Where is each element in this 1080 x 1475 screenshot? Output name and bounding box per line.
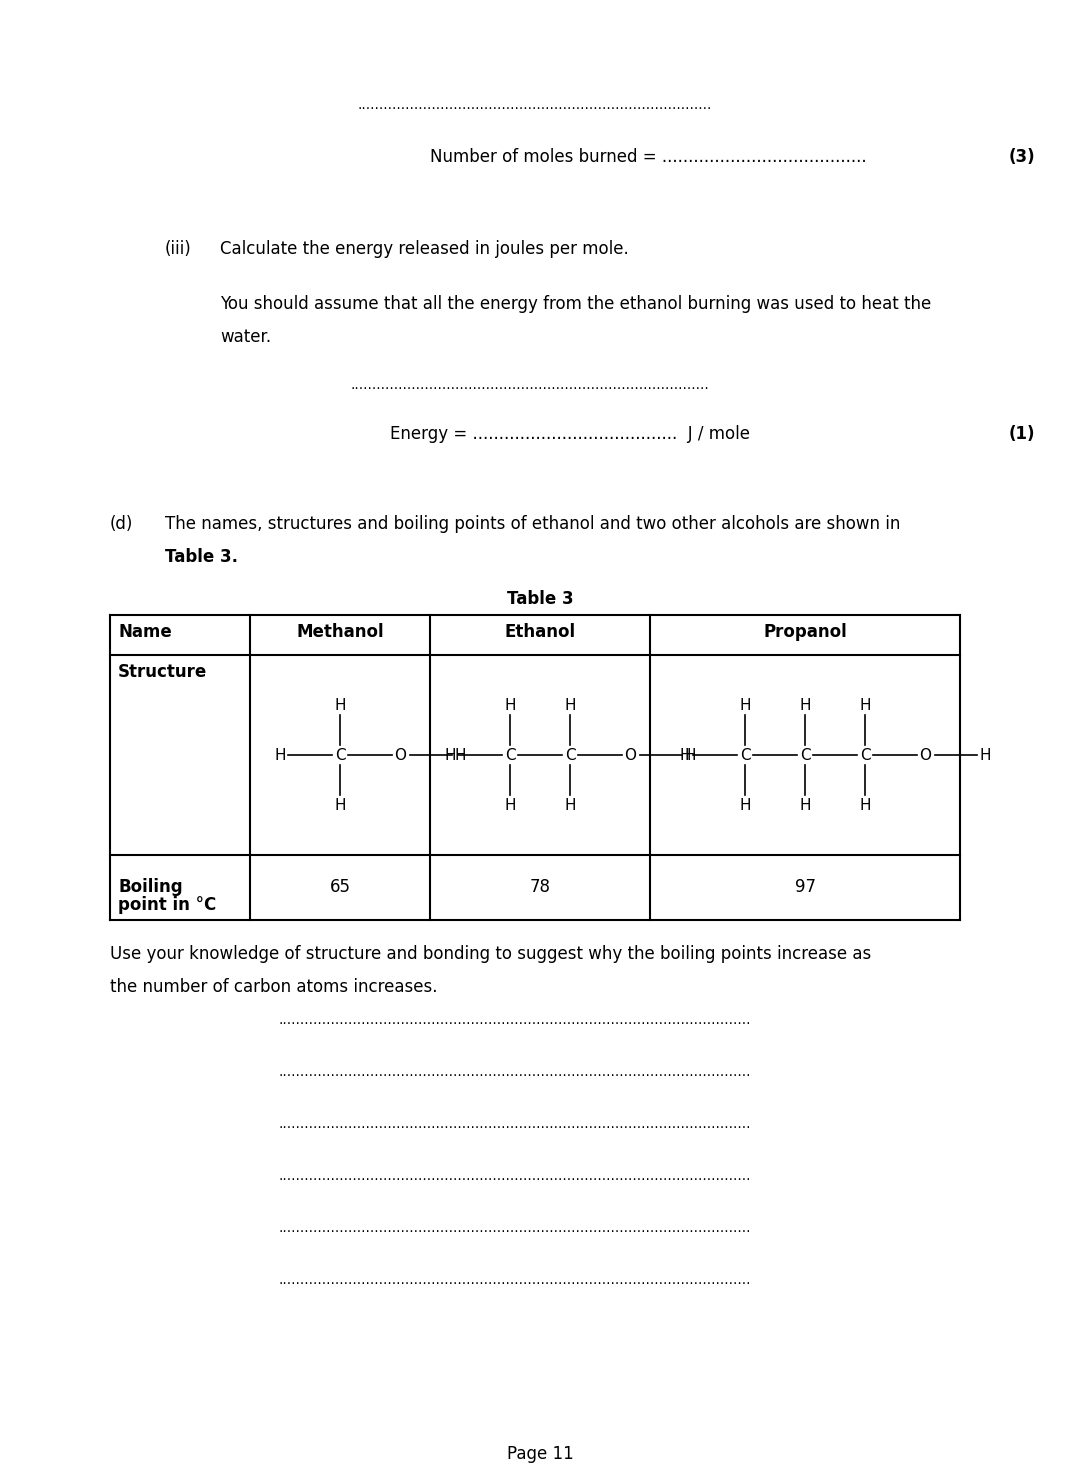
Text: Structure: Structure	[118, 662, 207, 681]
Text: H: H	[455, 748, 465, 763]
Text: H: H	[739, 698, 751, 712]
Text: Ethanol: Ethanol	[504, 622, 576, 642]
Text: H: H	[564, 698, 576, 712]
Text: H: H	[504, 698, 516, 712]
Text: H: H	[739, 798, 751, 813]
Text: C: C	[335, 748, 346, 763]
Text: (3): (3)	[1009, 148, 1035, 167]
Text: Table 3.: Table 3.	[165, 549, 238, 566]
Text: Use your knowledge of structure and bonding to suggest why the boiling points in: Use your knowledge of structure and bond…	[110, 945, 872, 963]
Text: C: C	[799, 748, 810, 763]
Text: Table 3: Table 3	[507, 590, 573, 608]
Text: Number of moles burned = .......................................: Number of moles burned = ...............…	[430, 148, 866, 167]
Text: Propanol: Propanol	[764, 622, 847, 642]
Text: H: H	[334, 698, 346, 712]
Text: ................................................................................: ........................................…	[351, 378, 710, 392]
Text: H: H	[980, 748, 990, 763]
Text: O: O	[919, 748, 931, 763]
Text: H: H	[504, 798, 516, 813]
Text: H: H	[685, 748, 696, 763]
Text: You should assume that all the energy from the ethanol burning was used to heat : You should assume that all the energy fr…	[220, 295, 931, 313]
Text: H: H	[799, 798, 811, 813]
Text: 97: 97	[795, 879, 815, 897]
Text: ................................................................................: ........................................…	[279, 1221, 752, 1235]
Text: (iii): (iii)	[165, 240, 192, 258]
Text: Page 11: Page 11	[507, 1446, 573, 1463]
Text: (d): (d)	[110, 515, 133, 532]
Text: C: C	[504, 748, 515, 763]
Text: Name: Name	[118, 622, 172, 642]
Text: H: H	[860, 698, 870, 712]
Text: ................................................................................: ........................................…	[357, 97, 712, 112]
Text: C: C	[740, 748, 751, 763]
Text: O: O	[624, 748, 636, 763]
Text: ................................................................................: ........................................…	[279, 1117, 752, 1131]
Text: ................................................................................: ........................................…	[279, 1170, 752, 1183]
Text: the number of carbon atoms increases.: the number of carbon atoms increases.	[110, 978, 437, 996]
Text: H: H	[444, 748, 456, 763]
Text: H: H	[564, 798, 576, 813]
Text: C: C	[860, 748, 870, 763]
Text: H: H	[334, 798, 346, 813]
Text: Boiling: Boiling	[118, 879, 183, 897]
Text: water.: water.	[220, 327, 271, 347]
Text: H: H	[799, 698, 811, 712]
Text: 65: 65	[329, 879, 351, 897]
Text: 78: 78	[529, 879, 551, 897]
Text: H: H	[679, 748, 691, 763]
Text: H: H	[860, 798, 870, 813]
Text: Calculate the energy released in joules per mole.: Calculate the energy released in joules …	[220, 240, 629, 258]
Text: (1): (1)	[1009, 425, 1035, 442]
Text: Energy = .......................................  J / mole: Energy = ...............................…	[390, 425, 750, 442]
Text: The names, structures and boiling points of ethanol and two other alcohols are s: The names, structures and boiling points…	[165, 515, 901, 532]
Text: H: H	[274, 748, 286, 763]
Text: point in °C: point in °C	[118, 895, 216, 913]
Text: Methanol: Methanol	[296, 622, 383, 642]
Text: C: C	[565, 748, 576, 763]
Text: ................................................................................: ........................................…	[279, 1013, 752, 1027]
Text: O: O	[394, 748, 406, 763]
Text: ................................................................................: ........................................…	[279, 1273, 752, 1288]
Text: ................................................................................: ........................................…	[279, 1065, 752, 1080]
